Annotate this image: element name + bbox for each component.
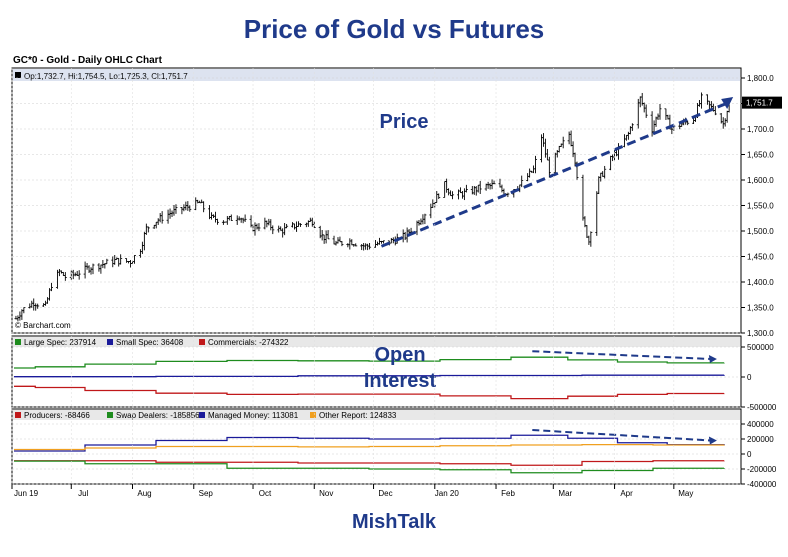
price-panel <box>11 67 742 334</box>
last-price-tag <box>742 96 782 109</box>
x-tick-label: Jun 19 <box>14 489 39 498</box>
positions-trend-arrow <box>532 429 711 442</box>
open-interest-panel <box>11 335 742 408</box>
price-trendline <box>380 102 726 248</box>
price-ytick-label: 1,550.0 <box>747 202 774 211</box>
oi-series-line <box>14 385 725 400</box>
positions-legend-strip <box>13 410 740 420</box>
price-ytick-label: 1,650.0 <box>747 151 774 160</box>
price-ytick-label: 1,350.0 <box>747 304 774 313</box>
oi-legend-swatch <box>199 339 205 345</box>
x-tick-label: Oct <box>259 489 272 498</box>
ohlc-header-strip <box>13 69 740 81</box>
positions-legend-label: Other Report: 124833 <box>319 411 397 420</box>
ohlc-header-text: Op:1,732.7, Hi:1,754.5, Lo:1,725.3, Cl:1… <box>24 72 188 81</box>
positions-ytick-label: 0 <box>747 450 752 459</box>
barchart-credit: © Barchart.com <box>15 321 71 330</box>
positions-ytick-label: -400000 <box>747 480 777 489</box>
positions-legend-label: Producers: -88466 <box>24 411 90 420</box>
oi-legend-label: Commercials: -274322 <box>208 338 289 347</box>
price-ytick-label: 1,600.0 <box>747 176 774 185</box>
chart-subtitle: GC*0 - Gold - Daily OHLC Chart <box>13 55 162 66</box>
positions-legend-swatch <box>107 412 113 418</box>
oi-annotation-line1: Open <box>374 344 425 366</box>
oi-ytick-label: 500000 <box>747 343 774 352</box>
oi-ytick-label: -500000 <box>747 403 777 412</box>
footer-brand: MishTalk <box>351 511 437 533</box>
oi-trend-arrowhead <box>708 355 717 363</box>
x-tick-label: May <box>678 489 693 498</box>
positions-trend-arrowhead <box>708 436 717 445</box>
oi-series-line <box>14 374 725 378</box>
positions-series-line <box>14 434 725 452</box>
x-tick-label: Apr <box>620 489 633 498</box>
oi-legend-label: Large Spec: 237914 <box>24 338 97 347</box>
oi-legend-swatch <box>15 339 21 345</box>
price-annotation: Price <box>380 111 429 133</box>
price-ytick-label: 1,500.0 <box>747 227 774 236</box>
x-tick-label: Dec <box>378 489 392 498</box>
x-tick-label: Aug <box>137 489 151 498</box>
oi-annotation-line2: Interest <box>364 370 437 392</box>
positions-series-line <box>14 460 725 466</box>
oi-ytick-label: 0 <box>747 373 752 382</box>
price-ytick-label: 1,700.0 <box>747 125 774 134</box>
oi-legend-swatch <box>107 339 113 345</box>
positions-legend-label: Managed Money: 113081 <box>208 411 299 420</box>
positions-legend-label: Swap Dealers: -185856 <box>116 411 200 420</box>
price-trendline-arrowhead <box>721 96 734 109</box>
positions-ytick-label: -200000 <box>747 465 777 474</box>
price-ytick-label: 1,450.0 <box>747 253 774 262</box>
positions-series-line <box>14 443 725 451</box>
price-series-swatch <box>15 72 21 78</box>
positions-legend-swatch <box>15 412 21 418</box>
x-tick-label: Sep <box>199 489 214 498</box>
positions-ytick-label: 200000 <box>747 435 774 444</box>
x-tick-label: Mar <box>558 489 572 498</box>
price-ytick-label: 1,800.0 <box>747 74 774 83</box>
x-tick-label: Jan 20 <box>435 489 460 498</box>
positions-ytick-label: 400000 <box>747 420 774 429</box>
price-ytick-label: 1,400.0 <box>747 278 774 287</box>
positions-series-line <box>14 460 725 474</box>
positions-legend-swatch <box>199 412 205 418</box>
oi-trend-arrow <box>532 350 711 360</box>
oi-legend-strip <box>13 337 740 347</box>
oi-series-line <box>14 356 725 369</box>
price-ytick-label: 1,300.0 <box>747 329 774 338</box>
positions-legend-swatch <box>310 412 316 418</box>
last-price-label: 1,751.7 <box>746 99 773 108</box>
x-tick-label: Jul <box>78 489 88 498</box>
x-tick-label: Nov <box>319 489 333 498</box>
x-tick-label: Feb <box>501 489 515 498</box>
oi-legend-label: Small Spec: 36408 <box>116 338 184 347</box>
chart-title: Price of Gold vs Futures <box>243 14 545 44</box>
